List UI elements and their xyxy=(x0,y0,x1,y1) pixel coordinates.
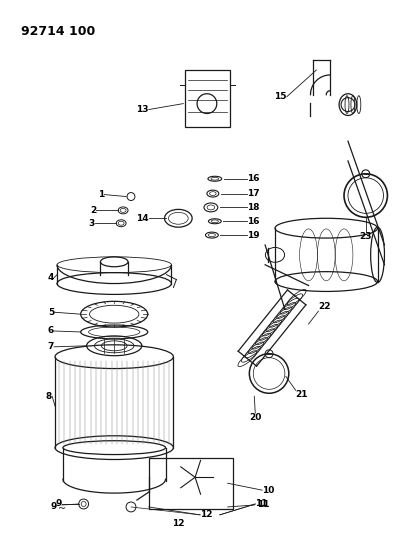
Text: 12: 12 xyxy=(172,519,185,528)
Text: 9: 9 xyxy=(51,503,57,512)
Text: 8: 8 xyxy=(46,392,52,401)
Text: 19: 19 xyxy=(247,231,260,240)
Text: 23: 23 xyxy=(360,232,372,241)
Text: 3: 3 xyxy=(88,219,94,228)
Text: 20: 20 xyxy=(249,413,262,422)
Text: 11: 11 xyxy=(257,500,270,510)
Text: 5: 5 xyxy=(48,308,54,317)
Text: 21: 21 xyxy=(296,390,308,399)
Text: 13: 13 xyxy=(136,105,149,114)
Text: 2: 2 xyxy=(90,206,96,215)
Text: 17: 17 xyxy=(247,189,260,198)
Text: 11: 11 xyxy=(255,499,268,508)
Text: 22: 22 xyxy=(318,302,331,311)
Text: ~: ~ xyxy=(58,504,66,514)
Text: 4: 4 xyxy=(48,273,54,282)
Text: 16: 16 xyxy=(247,174,260,183)
Text: 7: 7 xyxy=(48,342,54,351)
Text: 10: 10 xyxy=(262,486,275,495)
Text: 12: 12 xyxy=(200,511,213,519)
Text: 14: 14 xyxy=(136,214,149,223)
Text: 6: 6 xyxy=(48,327,54,335)
Text: 1: 1 xyxy=(98,190,104,199)
Text: 15: 15 xyxy=(274,92,287,101)
Text: 16: 16 xyxy=(247,217,260,226)
Text: 18: 18 xyxy=(247,203,260,212)
Text: 9: 9 xyxy=(55,499,62,508)
Text: 92714 100: 92714 100 xyxy=(21,25,95,37)
